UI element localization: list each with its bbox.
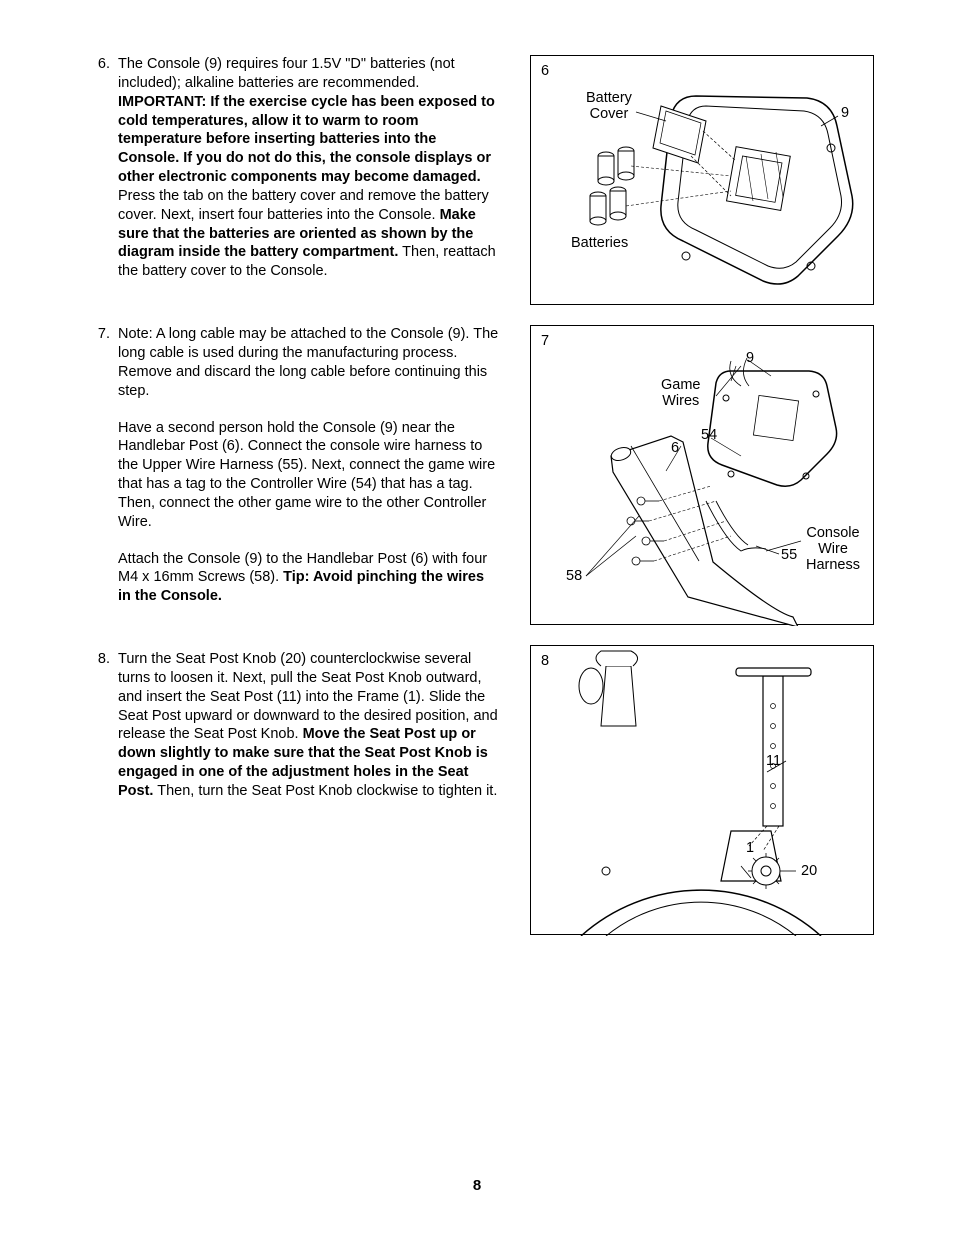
label-battery-cover: Battery Cover — [586, 91, 632, 123]
step-number: 7. — [80, 325, 118, 606]
step-number: 6. — [80, 55, 118, 281]
label-54: 54 — [701, 428, 717, 444]
label-6: 6 — [671, 441, 679, 457]
figure-column: 6 — [530, 55, 874, 935]
figure-8: 8 — [530, 645, 874, 935]
step-text: Have a second person hold the Console (9… — [118, 419, 500, 532]
step-text: Turn the Seat Post Knob (20) countercloc… — [118, 650, 500, 801]
label-9: 9 — [841, 106, 849, 122]
label-58: 58 — [566, 569, 582, 585]
label-11: 11 — [766, 754, 781, 770]
step-body: Turn the Seat Post Knob (20) countercloc… — [118, 650, 500, 801]
figure-6-drawing — [531, 56, 875, 306]
step-body: Note: A long cable may be attached to th… — [118, 325, 500, 606]
figure-8-drawing — [531, 646, 875, 936]
page-content: 6. The Console (9) requires four 1.5V "D… — [0, 0, 954, 935]
figure-7-drawing — [531, 326, 875, 626]
label-9: 9 — [746, 351, 754, 367]
label-1: 1 — [746, 841, 754, 857]
figure-7: 7 — [530, 325, 874, 625]
step-7: 7. Note: A long cable may be attached to… — [80, 325, 500, 606]
label-55: 55 — [781, 548, 797, 564]
label-batteries: Batteries — [571, 236, 628, 252]
step-6: 6. The Console (9) requires four 1.5V "D… — [80, 55, 500, 281]
label-console-wire-harness: Console Wire Harness — [806, 526, 860, 574]
step-number: 8. — [80, 650, 118, 801]
step-8: 8. Turn the Seat Post Knob (20) counterc… — [80, 650, 500, 801]
step-text: The Console (9) requires four 1.5V "D" b… — [118, 55, 500, 281]
label-game-wires: Game Wires — [661, 378, 701, 410]
step-list: 6. The Console (9) requires four 1.5V "D… — [80, 55, 500, 801]
label-20: 20 — [801, 864, 817, 880]
step-text: Attach the Console (9) to the Handlebar … — [118, 550, 500, 607]
step-body: The Console (9) requires four 1.5V "D" b… — [118, 55, 500, 281]
figure-6: 6 — [530, 55, 874, 305]
text-column: 6. The Console (9) requires four 1.5V "D… — [80, 55, 500, 935]
step-text: Note: A long cable may be attached to th… — [118, 325, 500, 400]
page-number: 8 — [0, 1176, 954, 1196]
